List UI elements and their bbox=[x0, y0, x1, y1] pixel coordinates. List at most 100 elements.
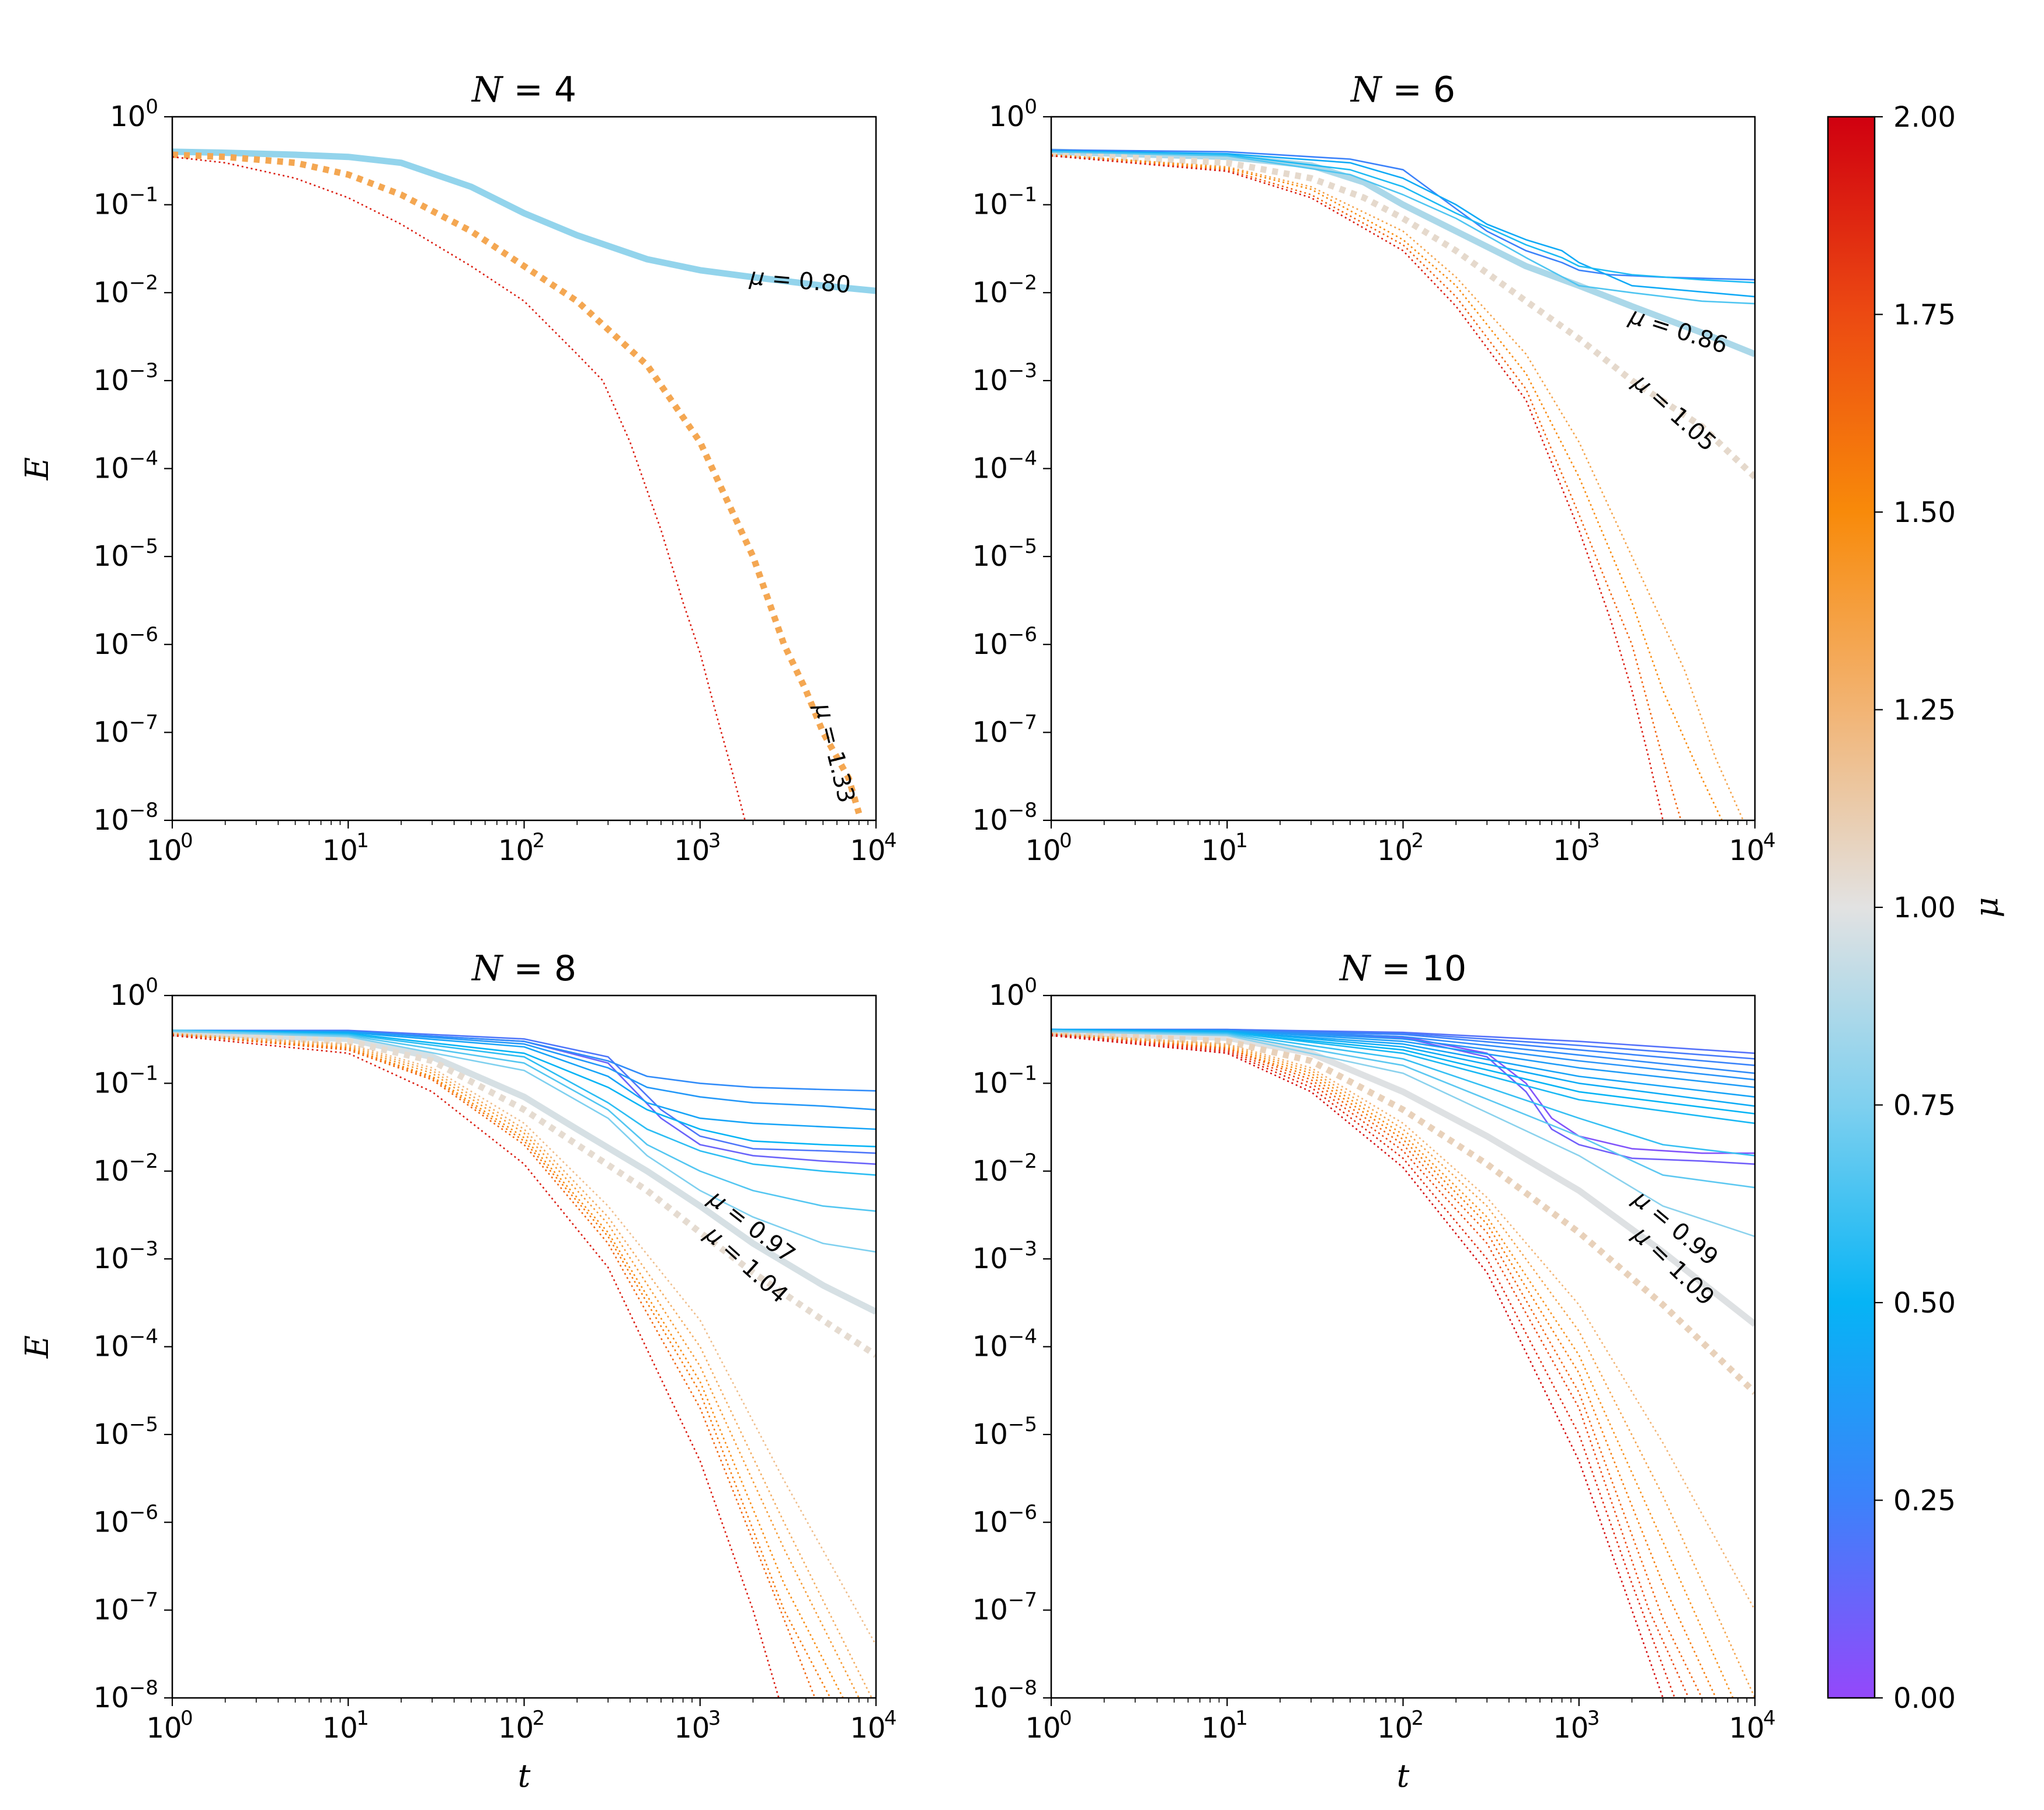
y-tick-exponent: −6 bbox=[129, 1501, 158, 1524]
annotation-value: = 0.86 bbox=[1640, 307, 1731, 359]
x-tick-label: 104 bbox=[850, 829, 896, 867]
series-line-mu-0.68 bbox=[1051, 1029, 1755, 1189]
series-line-mu-1.85 bbox=[1051, 1033, 1675, 1698]
title-variable: N bbox=[1339, 948, 1372, 989]
y-tick-base: 10 bbox=[93, 1506, 129, 1538]
y-tick-label: 10−3 bbox=[93, 359, 158, 397]
y-tick-label: 10−8 bbox=[93, 1676, 158, 1714]
x-tick-exponent: 2 bbox=[1412, 829, 1424, 852]
series-line-mu-1.05 bbox=[1051, 150, 1755, 480]
y-tick-exponent: −1 bbox=[1008, 1061, 1037, 1085]
y-tick-label: 10−5 bbox=[93, 535, 158, 573]
y-tick-label: 10−5 bbox=[972, 1413, 1037, 1451]
y-tick-base: 10 bbox=[110, 100, 145, 133]
x-tick-exponent: 3 bbox=[708, 829, 721, 852]
x-tick-base: 10 bbox=[322, 1712, 358, 1745]
y-tick-base: 10 bbox=[989, 979, 1024, 1012]
title-variable: N bbox=[471, 69, 504, 110]
y-tick-exponent: −7 bbox=[129, 1589, 158, 1612]
y-tick-label: 10−1 bbox=[972, 183, 1037, 221]
y-tick-base: 10 bbox=[93, 1594, 129, 1627]
y-tick-base: 10 bbox=[93, 1331, 129, 1363]
colorbar-tick-label: 1.25 bbox=[1893, 694, 1956, 727]
y-tick-exponent: −1 bbox=[129, 183, 158, 207]
y-tick-base: 10 bbox=[93, 1242, 129, 1275]
y-tick-label: 10−1 bbox=[972, 1061, 1037, 1099]
mu-annotation: μ = 1.05 bbox=[1628, 368, 1721, 457]
annotation-value: = 1.05 bbox=[1639, 379, 1722, 457]
y-tick-label: 10−6 bbox=[93, 1501, 158, 1538]
y-tick-base: 10 bbox=[972, 1242, 1008, 1275]
y-tick-base: 10 bbox=[93, 1682, 129, 1714]
x-tick-base: 10 bbox=[1553, 1712, 1588, 1745]
y-tick-base: 10 bbox=[989, 100, 1024, 133]
title-variable: N bbox=[471, 948, 504, 989]
series-line-mu-0.46 bbox=[1051, 1028, 1755, 1107]
y-tick-label: 10−4 bbox=[972, 447, 1037, 485]
x-tick-exponent: 1 bbox=[356, 1707, 369, 1730]
y-tick-base: 10 bbox=[93, 716, 129, 749]
title-equals: = bbox=[502, 69, 554, 110]
y-tick-base: 10 bbox=[972, 189, 1008, 221]
x-tick-base: 10 bbox=[1201, 1712, 1237, 1745]
y-tick-label: 10−2 bbox=[93, 271, 158, 309]
y-tick-label: 10−7 bbox=[93, 711, 158, 749]
series-line-mu-0.2 bbox=[172, 1029, 876, 1154]
y-tick-label: 10−4 bbox=[93, 1325, 158, 1363]
y-tick-exponent: −3 bbox=[129, 359, 158, 382]
y-tick-exponent: −4 bbox=[1008, 447, 1037, 471]
y-tick-exponent: −4 bbox=[129, 1325, 158, 1349]
y-tick-label: 100 bbox=[989, 95, 1037, 133]
y-tick-base: 10 bbox=[972, 628, 1008, 661]
series-line-mu-1.04 bbox=[172, 1030, 876, 1358]
colorbar-tick-label: 0.25 bbox=[1893, 1485, 1956, 1517]
series-line-mu-0.99 bbox=[1051, 1029, 1755, 1327]
series-line-mu-1.9 bbox=[172, 1035, 780, 1698]
x-tick-exponent: 4 bbox=[1763, 1707, 1776, 1730]
x-tick-base: 10 bbox=[674, 834, 710, 867]
x-tick-base: 10 bbox=[1025, 834, 1061, 867]
y-tick-exponent: −1 bbox=[129, 1061, 158, 1085]
title-value: 10 bbox=[1422, 948, 1466, 989]
x-tick-base: 10 bbox=[674, 1712, 710, 1745]
x-tick-base: 10 bbox=[1377, 834, 1413, 867]
series-group bbox=[172, 1029, 876, 1698]
subplot-grid: 100 101 102 103 10410010−110−210−310−410−510… bbox=[19, 69, 1776, 1794]
y-tick-base: 10 bbox=[110, 979, 145, 1012]
y-tick-exponent: 0 bbox=[145, 974, 158, 997]
y-tick-base: 10 bbox=[93, 804, 129, 837]
annotation-value: = 1.33 bbox=[813, 715, 860, 806]
x-tick-label: 101 bbox=[322, 829, 369, 867]
y-tick-label: 10−5 bbox=[972, 535, 1037, 573]
title-value: 4 bbox=[554, 69, 576, 110]
x-tick-exponent: 0 bbox=[180, 1707, 193, 1730]
subplot-2: 100 101 102 103 10410010−110−210−310−410−510… bbox=[972, 69, 1776, 867]
y-tick-label: 10−1 bbox=[93, 1061, 158, 1099]
x-tick-base: 10 bbox=[1553, 834, 1588, 867]
y-tick-base: 10 bbox=[972, 276, 1008, 309]
y-tick-exponent: −8 bbox=[1008, 1676, 1037, 1700]
y-tick-label: 100 bbox=[110, 95, 158, 133]
y-tick-base: 10 bbox=[93, 1155, 129, 1188]
y-tick-exponent: −8 bbox=[1008, 799, 1037, 822]
title-equals: = bbox=[502, 948, 554, 989]
subplot-title: N = 10 bbox=[1339, 948, 1466, 989]
y-tick-exponent: −2 bbox=[129, 1150, 158, 1173]
series-line-mu-1.35 bbox=[1051, 154, 1744, 820]
y-tick-base: 10 bbox=[93, 276, 129, 309]
x-tick-exponent: 0 bbox=[180, 829, 193, 852]
colorbar-tick-label: 1.75 bbox=[1893, 299, 1956, 332]
y-tick-base: 10 bbox=[972, 452, 1008, 485]
x-tick-base: 10 bbox=[322, 834, 358, 867]
x-tick-label: 104 bbox=[850, 1707, 896, 1745]
x-tick-exponent: 2 bbox=[1412, 1707, 1424, 1730]
series-line-mu-1.25 bbox=[1051, 1032, 1755, 1611]
series-line-mu-0.86 bbox=[1051, 148, 1755, 357]
y-tick-label: 10−4 bbox=[93, 447, 158, 485]
series-line-mu-1.56 bbox=[172, 1033, 831, 1698]
x-tick-label: 102 bbox=[1377, 829, 1424, 867]
y-tick-label: 10−3 bbox=[972, 359, 1037, 397]
x-tick-exponent: 4 bbox=[1763, 829, 1776, 852]
x-tick-exponent: 2 bbox=[533, 1707, 545, 1730]
